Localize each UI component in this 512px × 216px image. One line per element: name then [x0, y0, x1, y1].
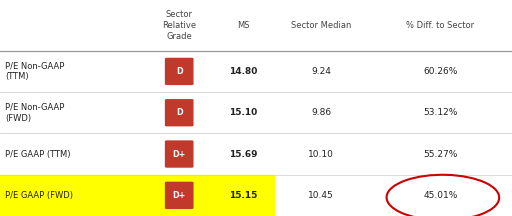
Text: P/E GAAP (FWD): P/E GAAP (FWD) — [5, 191, 73, 200]
Text: 14.80: 14.80 — [229, 67, 258, 76]
Text: D+: D+ — [173, 191, 186, 200]
Text: 15.69: 15.69 — [229, 149, 258, 159]
Text: D+: D+ — [173, 149, 186, 159]
Text: 10.10: 10.10 — [308, 149, 334, 159]
Text: 15.15: 15.15 — [229, 191, 258, 200]
Text: Sector Median: Sector Median — [291, 21, 351, 30]
Text: D: D — [176, 67, 182, 76]
Text: P/E Non-GAAP
(TTM): P/E Non-GAAP (TTM) — [5, 62, 65, 81]
Text: % Diff. to Sector: % Diff. to Sector — [406, 21, 475, 30]
Text: P/E Non-GAAP
(FWD): P/E Non-GAAP (FWD) — [5, 103, 65, 123]
Text: 53.12%: 53.12% — [423, 108, 458, 117]
Text: P/E GAAP (TTM): P/E GAAP (TTM) — [5, 149, 71, 159]
FancyBboxPatch shape — [165, 182, 194, 209]
Text: 45.01%: 45.01% — [423, 191, 458, 200]
Text: 9.24: 9.24 — [311, 67, 331, 76]
FancyBboxPatch shape — [165, 58, 194, 85]
Text: D: D — [176, 108, 182, 117]
Text: 9.86: 9.86 — [311, 108, 331, 117]
Text: 15.10: 15.10 — [229, 108, 258, 117]
Bar — [0, 175, 274, 216]
Text: MS: MS — [237, 21, 249, 30]
FancyBboxPatch shape — [165, 140, 194, 168]
Text: Sector
Relative
Grade: Sector Relative Grade — [162, 10, 196, 41]
FancyBboxPatch shape — [165, 99, 194, 126]
Text: 60.26%: 60.26% — [423, 67, 458, 76]
Text: 55.27%: 55.27% — [423, 149, 458, 159]
Text: 10.45: 10.45 — [308, 191, 334, 200]
